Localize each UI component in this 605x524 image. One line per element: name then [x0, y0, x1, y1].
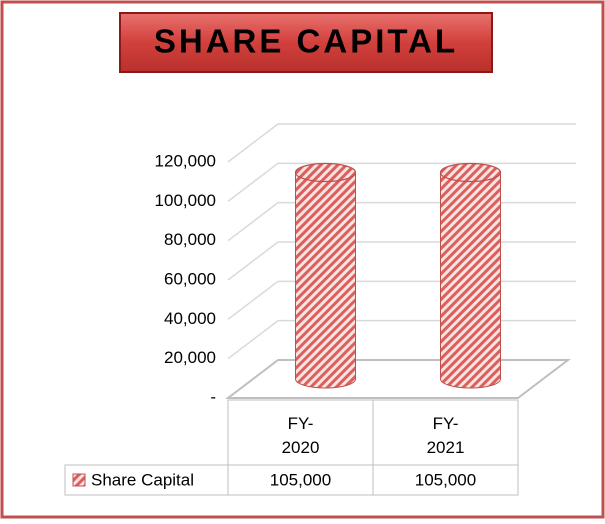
y-tick-label: 20,000: [164, 348, 216, 367]
category-cell: FY-2020: [281, 414, 320, 457]
y-tick-label: 100,000: [155, 191, 216, 210]
cylinder-top: [294, 162, 357, 183]
y-tick-label: 80,000: [164, 230, 216, 249]
value-label: 105,000: [415, 470, 476, 489]
y-tick-label: 60,000: [164, 269, 216, 288]
title-box: [119, 12, 493, 73]
cylinder: [439, 162, 502, 389]
cylinder-body: [295, 172, 356, 389]
category-cell: FY-2021: [426, 414, 465, 457]
x-tick-label: FY-2020: [281, 414, 320, 457]
legend-cell: [64, 464, 229, 496]
x-tick-label: FY-2021: [426, 414, 465, 457]
grid-line: [227, 123, 576, 163]
legend-swatch: [72, 473, 86, 487]
chart-title: SHARE CAPITAL: [154, 23, 458, 60]
cylinder-top: [439, 162, 502, 183]
legend-label: Share Capital: [91, 470, 194, 489]
cylinder: [294, 162, 357, 389]
cylinder-body: [440, 172, 501, 389]
y-tick-label: 120,000: [155, 151, 216, 170]
y-tick-label: -: [210, 387, 216, 406]
y-tick-label: 40,000: [164, 309, 216, 328]
value-label: 105,000: [270, 470, 331, 489]
floor: [225, 359, 571, 399]
